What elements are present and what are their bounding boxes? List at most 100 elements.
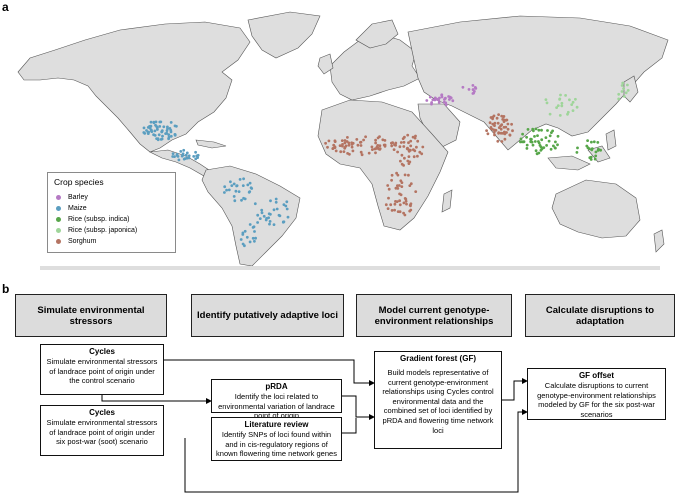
landrace-point	[471, 88, 475, 92]
landrace-point	[570, 103, 574, 106]
landrace-point	[564, 94, 567, 97]
landrace-point	[177, 158, 181, 162]
landrace-point	[403, 173, 407, 177]
landrace-point	[506, 122, 510, 126]
landrace-point	[548, 134, 552, 138]
landrace-point	[504, 118, 508, 122]
landrace-point	[333, 140, 337, 144]
landrace-point	[398, 192, 401, 196]
landrace-point	[181, 152, 185, 156]
landrace-point	[378, 144, 382, 148]
landrace-point	[169, 121, 173, 124]
landrace-point	[451, 99, 455, 103]
landrace-point	[390, 178, 393, 182]
landrace-point	[473, 86, 477, 89]
landrace-point	[559, 93, 562, 97]
landrace-point	[243, 197, 247, 201]
landrace-point	[418, 150, 422, 154]
landrace-point	[285, 207, 289, 211]
landrace-point	[229, 180, 232, 184]
landrace-point	[275, 207, 279, 211]
landrace-point	[440, 95, 444, 99]
legend-label: Rice (subsp. indica)	[68, 216, 130, 223]
box-text: Identify the loci related to environment…	[218, 392, 335, 421]
landrace-point	[251, 236, 255, 240]
landrace-point	[386, 184, 390, 187]
africa	[317, 99, 449, 231]
legend-label: Barley	[68, 194, 88, 201]
landrace-point	[194, 157, 198, 161]
landrace-point	[409, 139, 413, 143]
landrace-point	[554, 140, 557, 144]
landrace-point	[537, 140, 540, 143]
landrace-point	[491, 127, 494, 131]
landrace-point	[548, 112, 552, 116]
landrace-point	[254, 236, 257, 240]
landrace-point	[549, 147, 553, 151]
landrace-point	[626, 89, 630, 92]
box-cycles-postwar: Cycles Simulate environmental stressors …	[40, 405, 164, 456]
landrace-point	[546, 129, 549, 132]
landrace-point	[540, 128, 543, 132]
landrace-point	[521, 132, 524, 136]
arrow-gf-to-gfoffset	[502, 378, 528, 401]
landrace-point	[550, 131, 553, 135]
landrace-point	[383, 139, 387, 142]
landrace-point	[272, 208, 276, 212]
box-cycles-control: Cycles Simulate environmental stressors …	[40, 344, 164, 395]
landrace-point	[537, 128, 541, 132]
legend-label: Rice (subsp. japonica)	[68, 227, 138, 234]
legend-dot	[56, 217, 61, 222]
landrace-point	[402, 145, 406, 148]
landrace-point	[256, 213, 260, 217]
landrace-point	[393, 202, 397, 206]
landrace-point	[145, 129, 148, 132]
landrace-point	[249, 186, 253, 190]
landrace-point	[173, 133, 177, 137]
landrace-point	[448, 98, 451, 101]
box-gradient-forest: Gradient forest (GF) Build models repres…	[374, 351, 502, 449]
landrace-point	[531, 127, 535, 131]
landrace-point	[232, 195, 236, 198]
landrace-point	[491, 117, 494, 121]
landrace-point	[162, 125, 166, 129]
landrace-point	[533, 140, 537, 143]
landrace-point	[617, 97, 621, 101]
landrace-point	[594, 150, 598, 154]
landrace-point	[406, 159, 410, 163]
arrow-cycles1-to-gf	[164, 359, 375, 386]
landrace-point	[356, 143, 360, 147]
landrace-point	[529, 140, 533, 144]
header-identify-loci: Identify putatively adaptive loci	[191, 294, 344, 337]
landrace-point	[248, 240, 252, 244]
landrace-point	[164, 132, 168, 136]
landrace-point	[587, 147, 591, 151]
landrace-point	[497, 113, 500, 116]
landrace-point	[495, 116, 499, 120]
landrace-point	[150, 129, 153, 133]
landrace-point	[248, 181, 252, 185]
box-title: Cycles	[89, 347, 115, 356]
landrace-point	[338, 144, 342, 148]
landrace-point	[286, 215, 290, 219]
landrace-point	[360, 153, 364, 157]
box-prda: pRDA Identify the loci related to enviro…	[211, 379, 342, 420]
landrace-point	[239, 238, 243, 241]
australia	[551, 179, 641, 239]
landrace-point	[364, 135, 367, 139]
landrace-point	[597, 147, 600, 151]
landrace-point	[376, 136, 380, 140]
landrace-point	[223, 191, 226, 194]
landrace-point	[185, 151, 189, 155]
header-simulate-stressors: Simulate environmental stressors	[15, 294, 167, 337]
landrace-point	[160, 137, 164, 141]
landrace-point	[253, 230, 256, 233]
landrace-point	[223, 185, 227, 189]
landrace-point	[324, 141, 327, 145]
landrace-point	[594, 154, 598, 158]
landrace-point	[359, 140, 363, 144]
landrace-point	[154, 120, 158, 124]
landrace-point	[544, 98, 548, 101]
landrace-point	[343, 139, 347, 142]
landrace-point	[232, 182, 236, 186]
